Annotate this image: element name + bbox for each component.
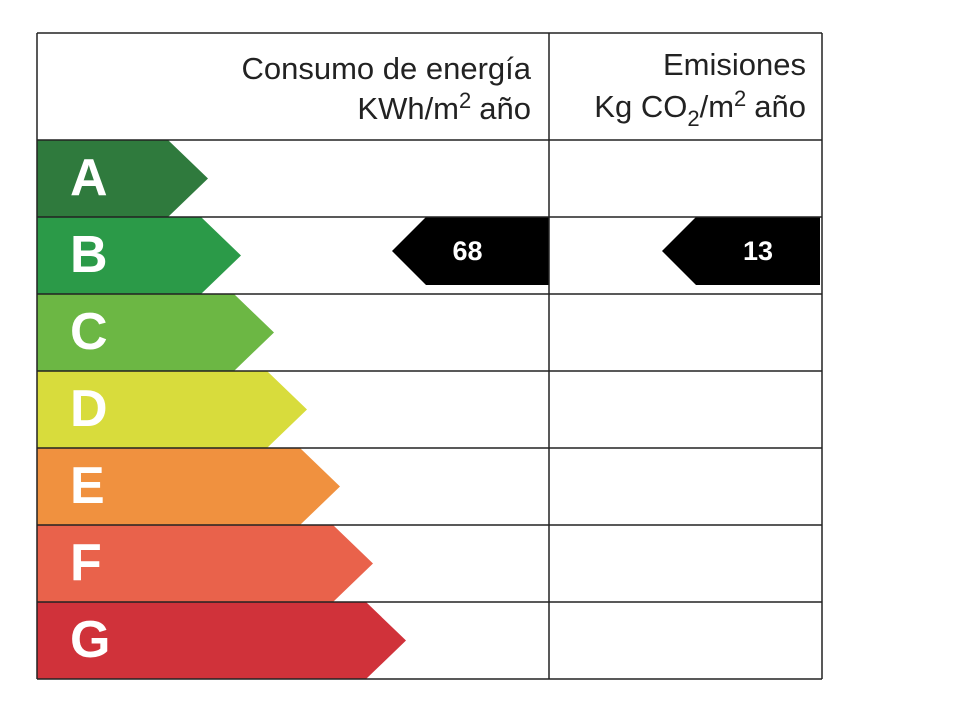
class-arrow [37, 448, 340, 525]
unit-part: /m [700, 89, 734, 124]
unit-part: año [754, 89, 806, 124]
class-arrow [37, 371, 307, 448]
unit-part: KWh/m [357, 91, 459, 126]
class-letter: G [70, 611, 110, 669]
class-letter: A [70, 149, 108, 207]
energy-title: Consumo de energía [241, 51, 531, 86]
class-arrow [37, 217, 241, 294]
unit-part: año [479, 91, 531, 126]
rating-value: 68 [452, 236, 482, 266]
emissions-title: Emisiones [663, 47, 806, 82]
unit-part: Kg CO [594, 89, 687, 124]
class-letter: E [70, 457, 105, 515]
rating-pointer [392, 217, 549, 285]
class-letter: F [70, 534, 102, 592]
rating-pointer [662, 217, 820, 285]
energy-unit: KWh/m2 año [357, 88, 531, 126]
rating-value: 13 [743, 236, 773, 266]
unit-sup: 2 [459, 88, 471, 113]
unit-sub: 2 [687, 106, 699, 131]
class-letter: D [70, 380, 108, 438]
class-arrow [37, 525, 373, 602]
class-arrow [37, 294, 274, 371]
class-arrow [37, 140, 208, 217]
class-letter: B [70, 226, 108, 284]
class-arrow [37, 602, 406, 679]
emissions-unit: Kg CO2/m2 año [594, 86, 806, 131]
class-letter: C [70, 303, 108, 361]
unit-sup: 2 [734, 86, 746, 111]
